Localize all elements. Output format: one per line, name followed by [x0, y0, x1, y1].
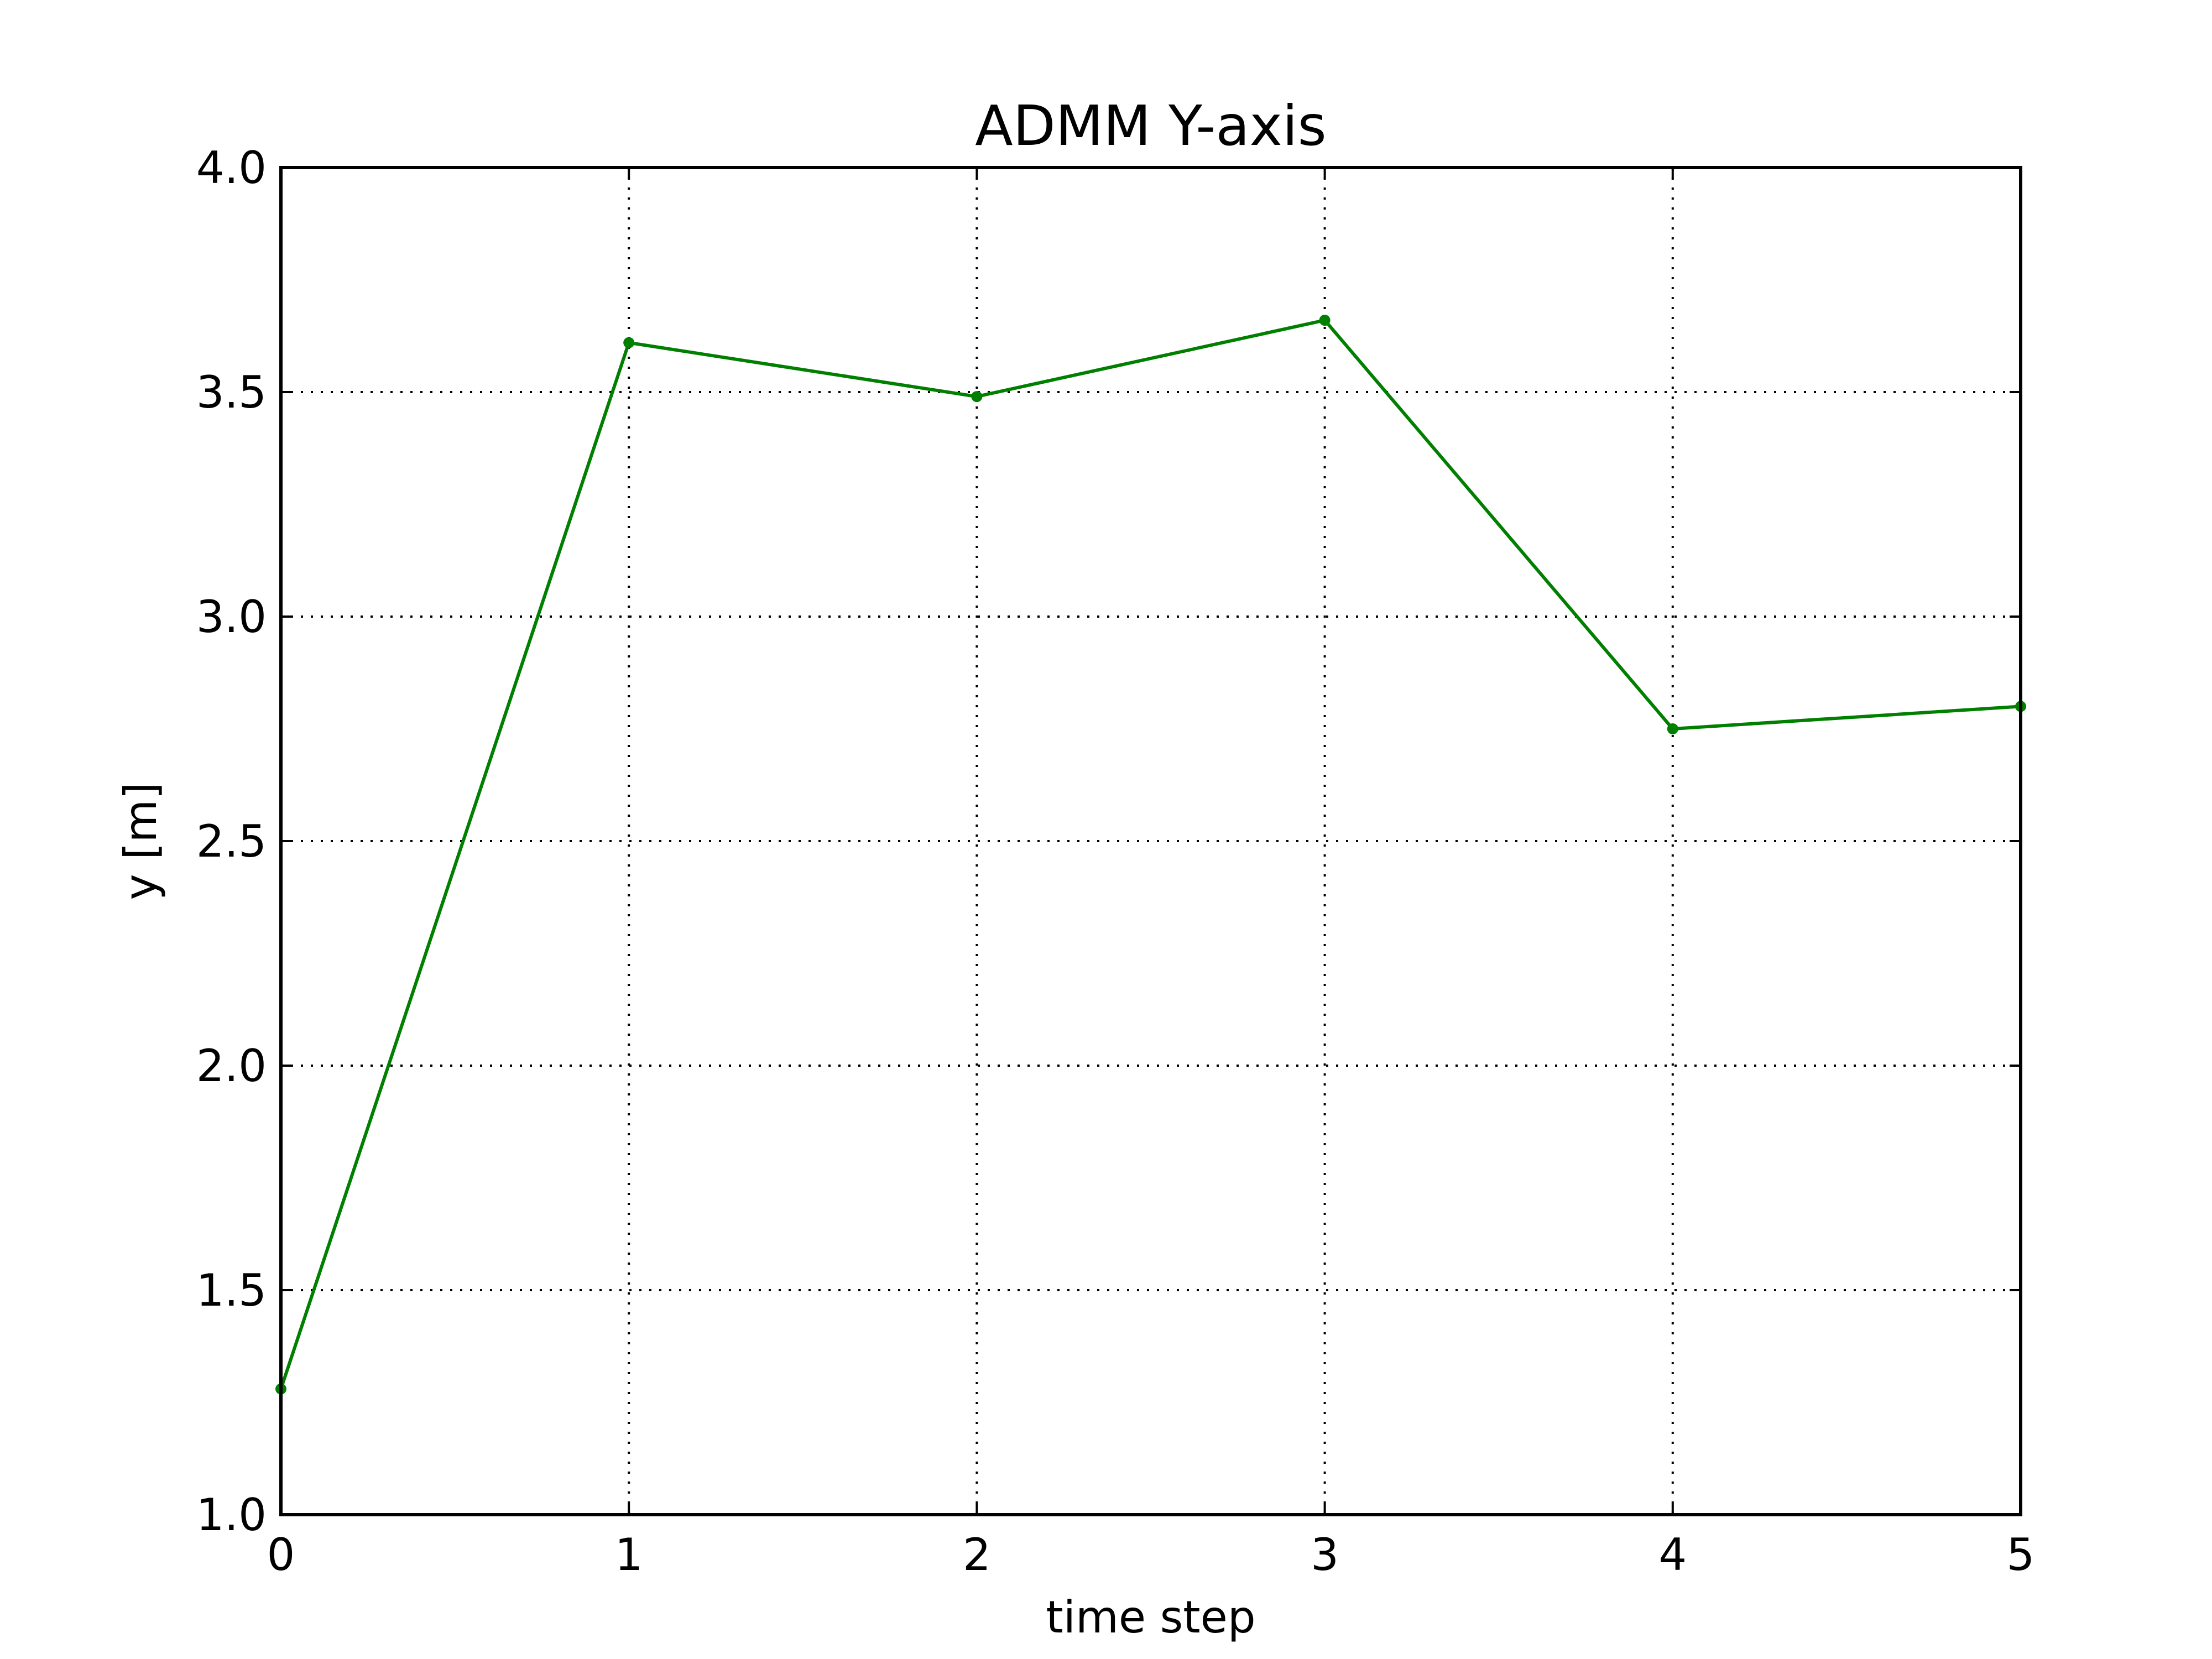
series-line [279, 319, 2021, 1390]
x-tick-label: 0 [267, 1529, 295, 1580]
x-tick-label: 4 [1658, 1529, 1687, 1580]
y-tick-label: 1.5 [196, 1265, 267, 1316]
data-point [1667, 723, 1678, 734]
ticks: 0 1 2 3 4 5 1.0 1.5 2.0 2.5 3.0 3.5 4.0 [196, 142, 2035, 1580]
grid [281, 168, 2021, 1515]
data-point [1319, 315, 1331, 326]
y-tick-label: 3.5 [196, 367, 267, 418]
y-tick-label: 2.5 [196, 816, 267, 867]
x-axis-label: time step [1046, 1592, 1255, 1643]
data-point [971, 391, 983, 403]
data-point [623, 337, 635, 348]
x-tick-label: 3 [1311, 1529, 1339, 1580]
y-axis-label: y [m] [115, 782, 166, 900]
y-tick-label: 2.0 [196, 1040, 267, 1092]
x-tick-label: 1 [615, 1529, 643, 1580]
y-tick-label: 1.0 [196, 1489, 267, 1541]
chart-title: ADMM Y-axis [975, 93, 1326, 158]
x-tick-label: 2 [963, 1529, 991, 1580]
y-tick-label: 3.0 [196, 591, 267, 643]
x-tick-label: 5 [2007, 1529, 2035, 1580]
y-tick-label: 4.0 [196, 142, 267, 194]
